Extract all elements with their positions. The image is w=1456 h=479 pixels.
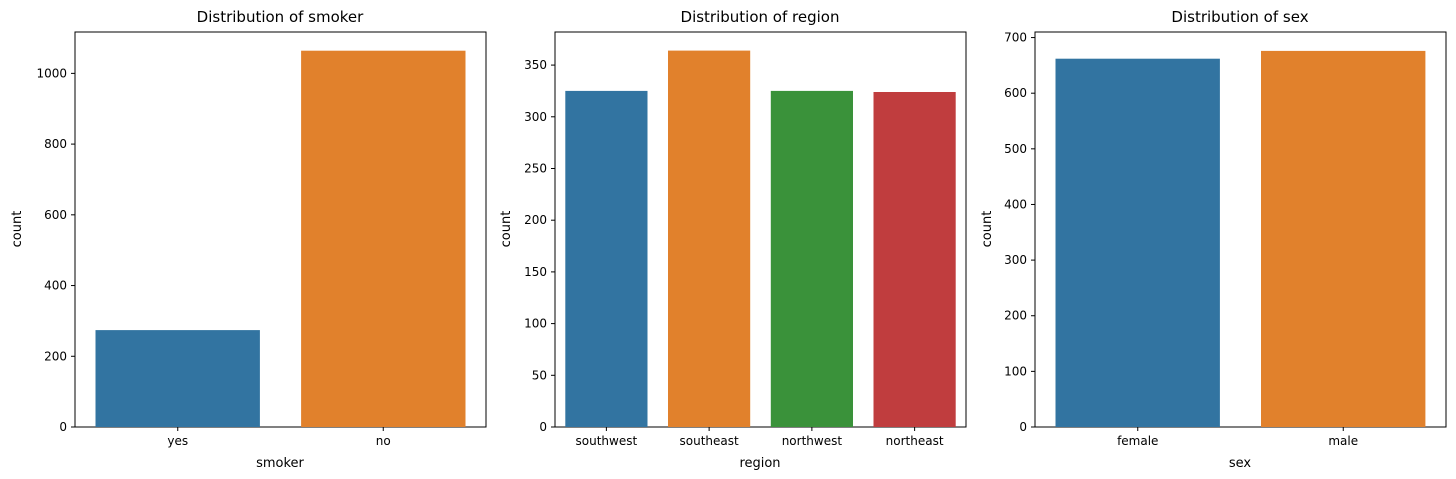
y-tick-label: 250	[524, 161, 547, 175]
x-axis-label: sex	[1229, 456, 1252, 471]
bars	[1055, 50, 1426, 428]
bar-southwest	[565, 90, 648, 428]
x-tick-label: northeast	[886, 434, 944, 448]
x-ticks: female male	[1117, 427, 1358, 448]
plot-frame	[74, 31, 487, 428]
x-tick-label: southeast	[680, 434, 739, 448]
y-tick-label: 100	[1004, 364, 1027, 378]
x-tick-label: no	[376, 434, 391, 448]
chart-title: Distribution of region	[681, 8, 840, 26]
y-axis-label: count	[980, 211, 995, 248]
chart-panel-region: Distribution of region region count 0 50 1…	[499, 8, 967, 471]
bar-female	[1055, 58, 1220, 427]
y-tick-label: 0	[539, 420, 547, 434]
y-tick-label: 200	[524, 213, 547, 227]
chart-panel-sex: Distribution of sex sex count 0 100 200 300…	[980, 8, 1447, 471]
y-tick-label: 350	[524, 58, 547, 72]
x-tick-label: northwest	[782, 434, 843, 448]
y-tick-label: 400	[1004, 197, 1027, 211]
x-axis-label: smoker	[256, 456, 304, 471]
x-tick-label: yes	[167, 434, 188, 448]
y-tick-label: 200	[1004, 309, 1027, 323]
y-tick-label: 200	[44, 349, 67, 363]
x-ticks: yes no	[167, 427, 391, 448]
y-axis-label: count	[10, 211, 25, 248]
y-ticks: 0 100 200 300 400 500 600 700	[1004, 31, 1035, 434]
y-ticks: 0 50 100 150 200 250 300 350	[524, 58, 555, 434]
bar-northwest	[770, 90, 853, 428]
plot-frame	[1034, 31, 1447, 428]
y-tick-label: 50	[532, 368, 547, 382]
plot-frame	[554, 31, 967, 428]
x-tick-label: southwest	[576, 434, 638, 448]
y-tick-label: 1000	[36, 66, 67, 80]
x-tick-label: male	[1328, 434, 1358, 448]
x-axis-label: region	[739, 456, 780, 471]
bars	[565, 50, 956, 428]
chart-panel-smoker: Distribution of smoker smoker count 0 200…	[10, 8, 487, 471]
bar-yes	[95, 330, 260, 427]
chart-title: Distribution of sex	[1171, 8, 1308, 26]
y-tick-label: 100	[524, 317, 547, 331]
chart-title: Distribution of smoker	[197, 8, 364, 26]
bars	[95, 50, 466, 427]
bar-no	[301, 50, 466, 427]
bar-male	[1261, 50, 1426, 428]
y-axis-label: count	[499, 211, 514, 248]
x-tick-label: female	[1117, 434, 1158, 448]
y-tick-label: 400	[44, 279, 67, 293]
x-ticks: southwest southeast northwest northeast	[576, 427, 944, 448]
y-tick-label: 300	[524, 110, 547, 124]
y-tick-label: 150	[524, 265, 547, 279]
y-tick-label: 500	[1004, 142, 1027, 156]
y-tick-label: 700	[1004, 31, 1027, 45]
y-tick-label: 600	[44, 208, 67, 222]
bar-southeast	[668, 50, 751, 427]
y-tick-label: 600	[1004, 86, 1027, 100]
y-tick-label: 0	[59, 420, 67, 434]
y-ticks: 0 200 400 600 800 1000	[36, 66, 75, 434]
y-tick-label: 800	[44, 137, 67, 151]
y-tick-label: 0	[1019, 420, 1027, 434]
y-tick-label: 300	[1004, 253, 1027, 267]
bar-northeast	[873, 92, 956, 427]
